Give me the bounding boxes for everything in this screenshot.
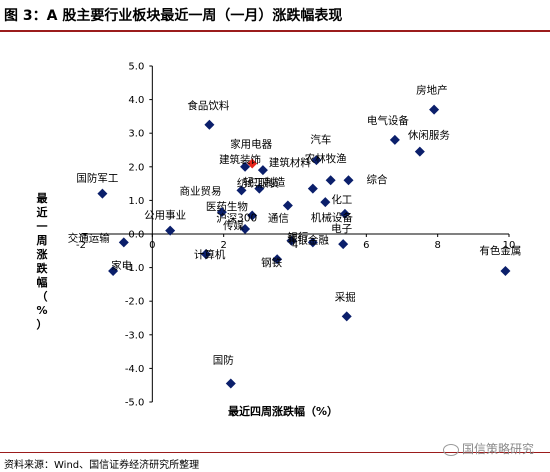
point-label: 轻工制造	[243, 176, 285, 189]
scatter-point	[254, 183, 265, 194]
header-divider	[0, 30, 550, 32]
point-label: 汽车	[310, 133, 331, 146]
point-label: 钢铁	[261, 256, 282, 269]
point-label: 传媒	[223, 219, 244, 232]
scatter-point	[204, 119, 215, 130]
y-tick-label: -5.0	[125, 398, 145, 409]
x-tick-label: 10	[503, 240, 516, 251]
point-label: 公用事业	[144, 209, 186, 222]
x-tick-label: 0	[149, 240, 155, 251]
x-axis-label: 最近四周涨跌幅（%）	[228, 404, 338, 418]
point-label: 纺织服装	[237, 177, 279, 190]
point-label: 国防	[213, 354, 234, 367]
y-tick-label: 2.0	[128, 162, 144, 173]
chart-ticks: 5.0 4.0 3.0 2.0 1.0 0.0 -1.0 -2.0 -3.0 -4.0 -5.0 -2…	[76, 62, 515, 409]
point-label: 电子	[331, 222, 352, 235]
footer-divider	[0, 452, 550, 453]
scatter-point	[118, 237, 129, 248]
point-label: 非银金融	[287, 233, 329, 246]
point-label: 机械设备	[311, 211, 353, 224]
scatter-chart: 5.0 4.0 3.0 2.0 1.0 0.0 -1.0 -2.0 -3.0 -4.0 -5.0 -2…	[36, 62, 522, 419]
scatter-point	[341, 311, 352, 322]
scatter-point	[500, 265, 511, 276]
scatter-point	[325, 175, 336, 186]
point-label: 通信	[268, 212, 289, 224]
scatter-point	[389, 134, 400, 145]
scatter-point	[282, 200, 293, 211]
scatter-point	[165, 225, 176, 236]
source-note: 资料来源：Wind、国信证券经济研究所整理	[4, 460, 200, 471]
y-tick-label: 1.0	[128, 196, 144, 207]
scatter-point	[339, 208, 350, 219]
scatter-point	[108, 265, 119, 276]
scatter-point	[320, 197, 331, 208]
point-label: 家用电器	[230, 137, 272, 150]
point-label: 国防军工	[76, 172, 118, 185]
point-label: 交通运输	[68, 231, 110, 244]
scatter-point	[200, 249, 211, 260]
y-tick-label: -3.0	[125, 330, 145, 341]
point-label: 建筑装饰	[219, 153, 261, 166]
point-label: 房地产	[416, 84, 448, 97]
scatter-point	[97, 188, 108, 199]
y-tick-label: 3.0	[128, 129, 144, 140]
scatter-point	[414, 146, 425, 157]
y-tick-label: -1.0	[125, 263, 145, 274]
y-tick-label: -4.0	[125, 364, 145, 375]
point-label: 综合	[367, 173, 388, 186]
point-label: 商业贸易	[180, 184, 222, 197]
x-tick-label: -2	[76, 240, 86, 251]
point-label: 沪深300	[216, 212, 257, 225]
point-label: 农林牧渔	[305, 152, 347, 165]
scatter-point	[247, 210, 258, 221]
figure-title: 图 3：A 股主要行业板块最近一周（一月）涨跌幅表现	[4, 8, 343, 24]
scatter-point	[429, 104, 440, 115]
point-label: 休闲服务	[408, 129, 450, 142]
point-label: 银行	[287, 231, 308, 244]
scatter-point	[338, 239, 349, 250]
scatter-point	[257, 165, 268, 176]
scatter-point	[272, 254, 283, 265]
scatter-point	[240, 223, 251, 234]
point-label: 采掘	[335, 290, 356, 303]
point-label: 电气设备	[367, 114, 409, 127]
point-label: 家电	[111, 259, 132, 272]
scatter-point	[236, 185, 247, 196]
chart-points	[97, 104, 511, 389]
point-label: 化工	[331, 193, 352, 206]
y-tick-label: -2.0	[125, 297, 145, 308]
y-tick-label: 0.0	[128, 230, 144, 241]
watermark: 国信策略研究	[443, 440, 534, 457]
scatter-point	[247, 158, 258, 169]
point-label: 食品饮料	[187, 99, 229, 112]
watermark-text: 国信策略研究	[462, 442, 535, 456]
y-tick-label: 5.0	[128, 62, 144, 73]
y-axis-label: 最近一周涨跌幅（%）	[36, 192, 48, 331]
x-tick-label: 2	[220, 240, 226, 251]
scatter-point	[240, 161, 251, 172]
scatter-point	[307, 183, 318, 194]
scatter-point	[307, 237, 318, 248]
figure-header: 图 3：A 股主要行业板块最近一周（一月）涨跌幅表现	[0, 0, 550, 30]
scatter-point	[286, 235, 297, 246]
point-label: 建筑材料	[269, 156, 311, 169]
scatter-point	[225, 378, 236, 389]
scatter-point	[216, 207, 227, 218]
point-label: 有色金属	[479, 244, 521, 257]
x-tick-label: 8	[434, 240, 440, 251]
x-tick-label: 4	[292, 240, 298, 251]
point-label: 计算机	[194, 248, 226, 261]
scatter-point	[311, 155, 322, 166]
x-tick-label: 6	[363, 240, 369, 251]
point-label: 医药生物	[206, 200, 248, 213]
wechat-icon	[443, 443, 459, 456]
scatter-point	[343, 175, 354, 186]
y-tick-label: 4.0	[128, 95, 144, 106]
